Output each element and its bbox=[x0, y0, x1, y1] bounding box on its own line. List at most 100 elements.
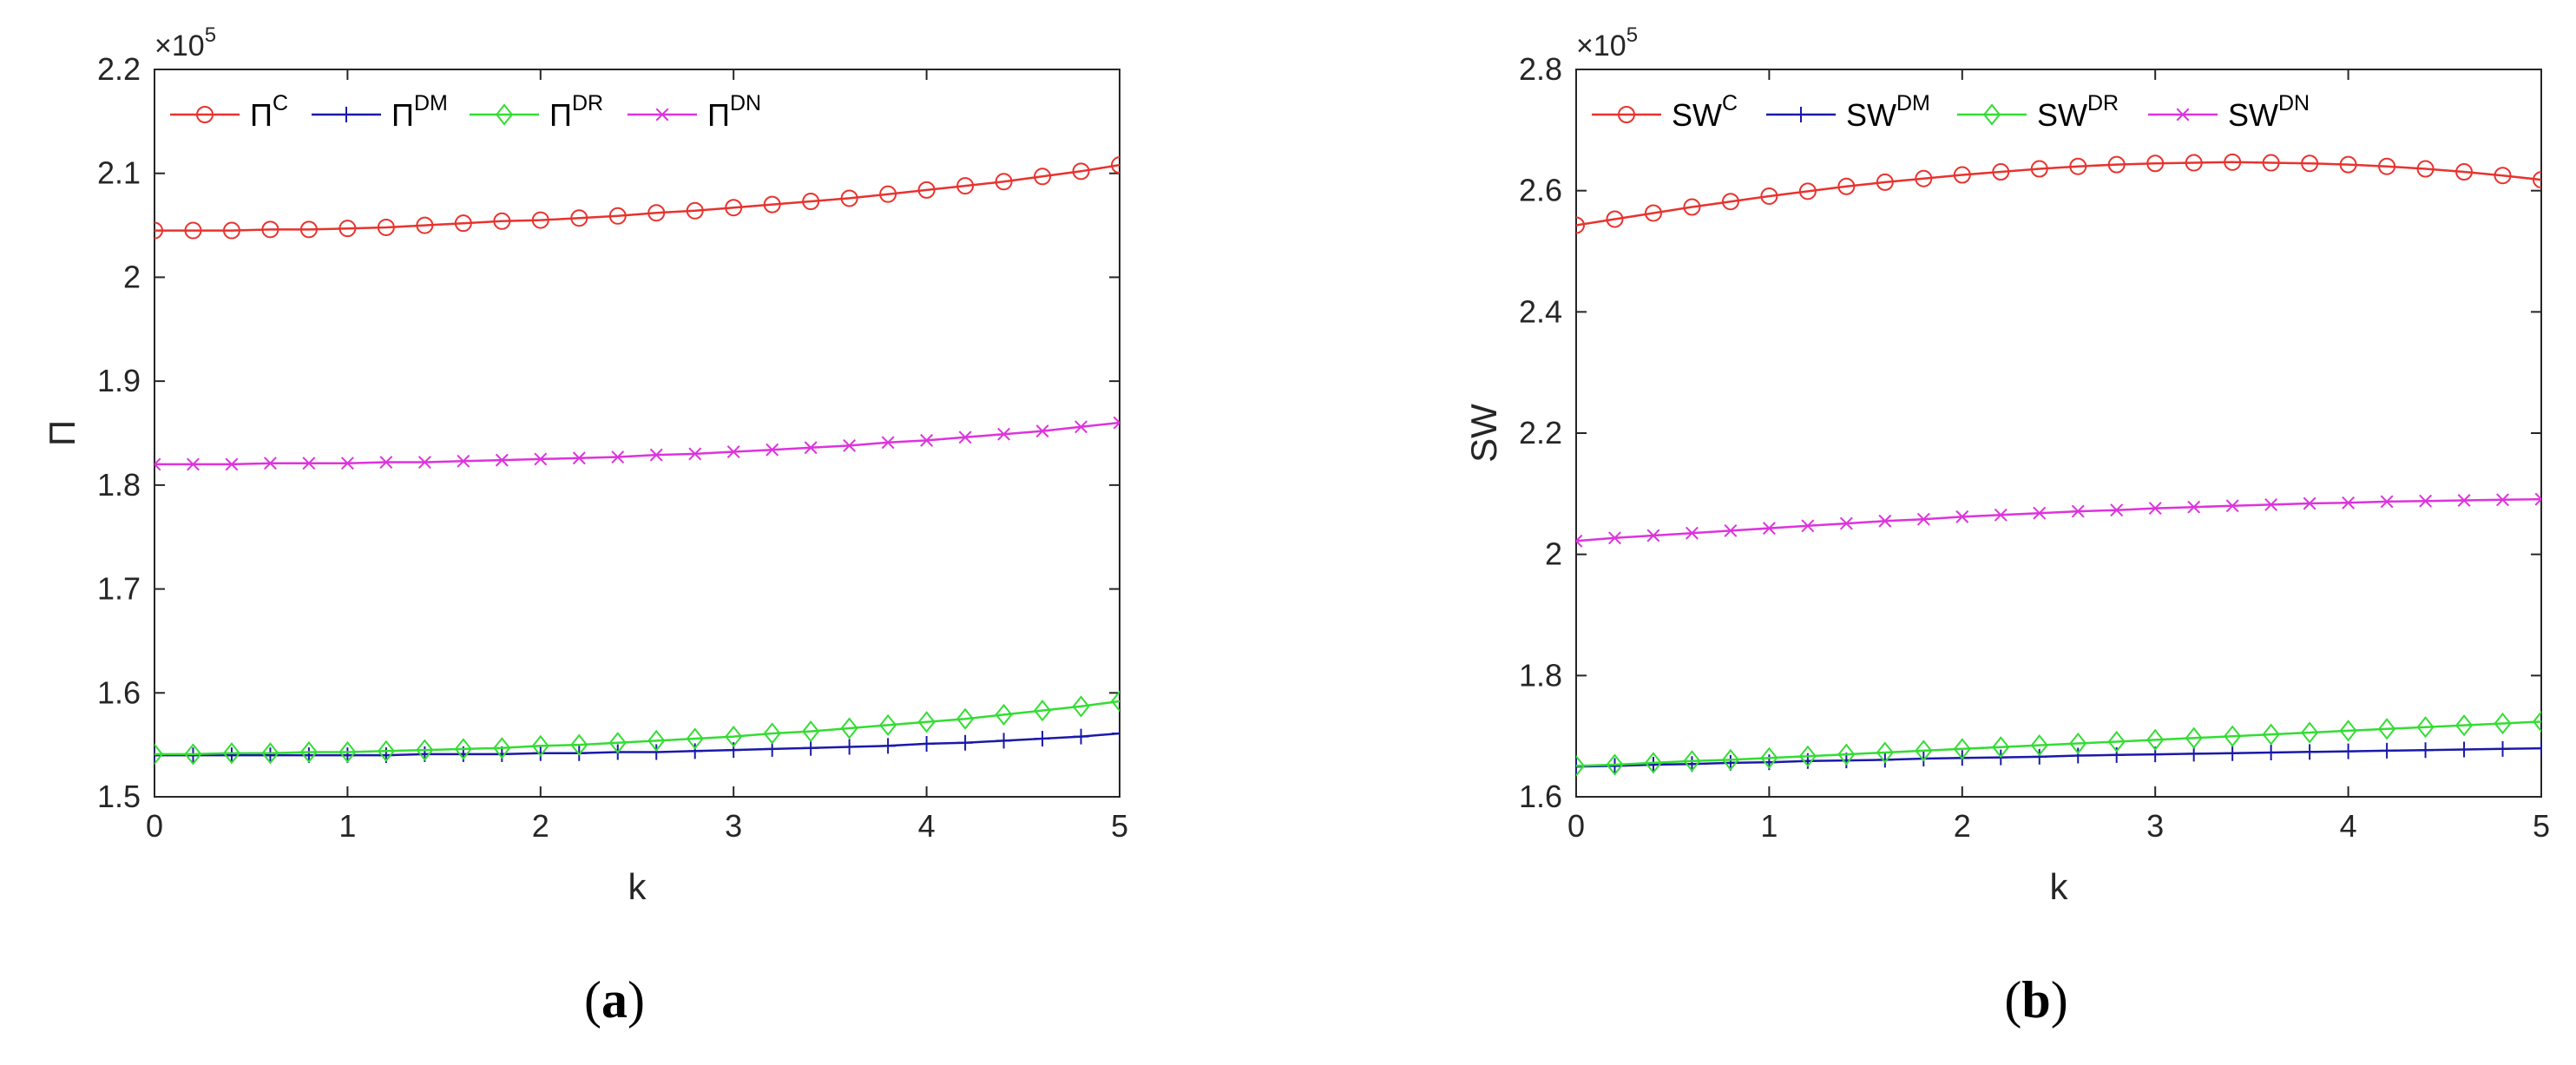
data-point-c bbox=[1721, 193, 1739, 211]
data-point-dn bbox=[1878, 514, 1892, 528]
data-point-dm bbox=[2417, 742, 2434, 759]
data-point-dr bbox=[2494, 712, 2512, 735]
legend-label: SWDN bbox=[2228, 91, 2310, 133]
legend-label-name: Π bbox=[549, 97, 572, 133]
y-tick-label: 2 bbox=[123, 259, 141, 294]
data-point-dr bbox=[2454, 713, 2474, 737]
panel-letter: b bbox=[2021, 971, 2050, 1029]
data-point-c bbox=[879, 185, 897, 203]
panel-letter: a bbox=[601, 971, 628, 1029]
data-point-dn bbox=[920, 433, 934, 447]
data-point-dm bbox=[2070, 747, 2086, 764]
data-point-dm bbox=[2224, 745, 2241, 761]
series-line-dn bbox=[154, 421, 1120, 466]
data-point-dn bbox=[726, 445, 740, 459]
data-point-c bbox=[493, 212, 511, 230]
data-point-c bbox=[377, 218, 395, 236]
data-point-dr bbox=[531, 734, 549, 757]
y-multiplier: ×105 bbox=[154, 23, 216, 62]
data-point-dn bbox=[263, 457, 277, 470]
data-point-dm bbox=[2302, 744, 2318, 760]
data-point-dm bbox=[1112, 725, 1120, 741]
data-point-dn bbox=[2148, 502, 2162, 516]
data-point-c bbox=[1837, 177, 1856, 195]
y-multiplier: ×105 bbox=[1576, 23, 1638, 62]
data-point-c bbox=[2030, 160, 2048, 178]
data-point-dn bbox=[2071, 504, 2085, 518]
legend-label-sup: DR bbox=[2087, 91, 2119, 115]
x-tick-label: 1 bbox=[338, 808, 356, 844]
data-point-c bbox=[1072, 162, 1090, 181]
y-multiplier-base: ×10 bbox=[1576, 30, 1626, 62]
legend-label: SWDR bbox=[2037, 91, 2119, 133]
data-point-c bbox=[2416, 160, 2435, 178]
legend-label: ΠDM bbox=[391, 91, 448, 133]
legend-label-sup: DN bbox=[730, 91, 761, 115]
data-point-dn bbox=[572, 451, 586, 465]
x-tick-label: 2 bbox=[532, 808, 549, 844]
data-point-c bbox=[2262, 154, 2280, 172]
panel-open-paren: ( bbox=[2004, 971, 2021, 1029]
data-point-dn bbox=[2419, 494, 2433, 508]
data-point-dn bbox=[379, 456, 393, 469]
data-point-dr bbox=[1721, 748, 1740, 772]
y-tick-label: 1.8 bbox=[1519, 657, 1562, 693]
data-point-dn bbox=[1576, 534, 1583, 548]
data-point-dr bbox=[879, 713, 897, 736]
data-point-dr bbox=[608, 732, 627, 754]
data-point-dn bbox=[1074, 420, 1088, 434]
data-point-dn bbox=[1113, 416, 1120, 430]
series-line-c bbox=[154, 163, 1120, 232]
data-point-dn bbox=[611, 450, 625, 463]
data-point-dn bbox=[534, 452, 548, 466]
y-tick-label: 1.9 bbox=[97, 363, 141, 398]
x-tick-label: 3 bbox=[725, 808, 742, 844]
data-point-dn bbox=[2457, 494, 2471, 507]
data-point-dr bbox=[725, 725, 743, 748]
legend-label-name: SW bbox=[1846, 97, 1896, 133]
data-point-dm bbox=[2108, 746, 2125, 763]
legend-marker-circle bbox=[196, 106, 214, 123]
legend-label-sup: DM bbox=[1896, 91, 1930, 115]
data-point-dn bbox=[1762, 522, 1776, 536]
data-point-dm bbox=[648, 744, 665, 760]
data-point-c bbox=[840, 189, 858, 207]
data-point-dr bbox=[1992, 736, 2010, 759]
data-point-dn bbox=[1724, 523, 1738, 537]
panel-open-paren: ( bbox=[584, 971, 601, 1029]
data-point-dr bbox=[1876, 741, 1894, 764]
data-point-dr bbox=[184, 743, 202, 766]
data-point-dn bbox=[2033, 506, 2047, 520]
data-point-dn bbox=[417, 456, 431, 469]
data-point-dn bbox=[457, 454, 470, 468]
data-point-dn bbox=[766, 443, 779, 457]
data-point-dr bbox=[2532, 710, 2541, 733]
series-c bbox=[1576, 153, 2541, 234]
data-point-c bbox=[647, 204, 666, 222]
data-point-dn bbox=[2534, 492, 2541, 506]
legend-item-dr: ΠDR bbox=[470, 91, 603, 133]
data-point-c bbox=[995, 173, 1013, 191]
y-multiplier-exponent: 5 bbox=[205, 23, 216, 47]
y-tick-label: 1.8 bbox=[97, 467, 141, 503]
data-point-dr bbox=[1072, 695, 1090, 718]
data-point-c bbox=[1644, 204, 1662, 222]
x-tick-label: 5 bbox=[2533, 808, 2550, 844]
legend-label-name: SW bbox=[1672, 97, 1722, 133]
y-tick-label: 1.6 bbox=[1519, 779, 1562, 814]
data-point-dn bbox=[881, 436, 895, 450]
x-axis-label: k bbox=[2050, 866, 2069, 907]
data-point-c bbox=[570, 209, 588, 227]
x-tick-label: 4 bbox=[2340, 808, 2357, 844]
legend-marker-plus bbox=[1793, 107, 1809, 122]
x-tick-label: 3 bbox=[2146, 808, 2164, 844]
data-point-c bbox=[261, 220, 279, 239]
legend-label-sup: C bbox=[1722, 91, 1738, 115]
x-tick-label: 5 bbox=[1111, 808, 1128, 844]
data-point-dm bbox=[2533, 740, 2541, 757]
data-point-c bbox=[2224, 153, 2242, 171]
data-point-dr bbox=[570, 733, 588, 756]
y-tick-label: 1.7 bbox=[97, 571, 141, 607]
data-point-c bbox=[1683, 198, 1701, 216]
y-multiplier-base: ×10 bbox=[154, 30, 205, 62]
